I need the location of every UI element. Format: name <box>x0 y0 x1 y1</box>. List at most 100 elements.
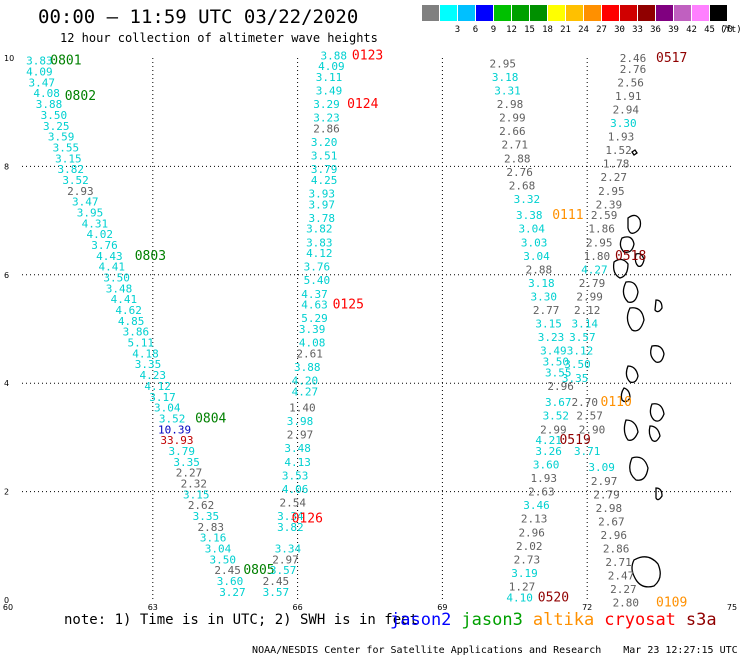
x-tick-label: 63 <box>148 603 158 610</box>
swh-value-label: 4.41 <box>111 293 138 306</box>
y-tick-label: 4 <box>4 379 9 388</box>
swh-value-label: 3.30 <box>531 290 558 303</box>
swh-value-label: 3.35 <box>193 510 220 523</box>
swh-value-label: 2.77 <box>533 304 560 317</box>
swh-value-label: 2.27 <box>600 171 627 184</box>
swh-value-label: 3.15 <box>183 488 210 501</box>
swh-value-label: 2.61 <box>296 347 323 360</box>
swh-value-label: 3.20 <box>311 136 338 149</box>
coastline-maldives <box>612 149 665 588</box>
scale-swatch <box>692 5 709 21</box>
scale-swatch <box>512 5 529 21</box>
swh-value-label: 2.62 <box>188 499 215 512</box>
swh-value-label: 3.83 <box>306 236 333 249</box>
swh-value-label: 2.96 <box>518 526 545 539</box>
atoll-7 <box>654 299 663 313</box>
swh-value-label: 2.98 <box>497 98 524 111</box>
swh-value-label: 3.23 <box>538 331 565 344</box>
swh-value-label: 3.18 <box>528 277 555 290</box>
swh-value-label: 2.32 <box>181 477 208 490</box>
swh-value-label: 2.54 <box>280 496 307 509</box>
legend-cryosat: cryosat <box>604 610 676 630</box>
swh-value-label: 2.98 <box>596 502 623 515</box>
tick-labels: 60 63 66 69 72 75 0 2 4 6 8 10 <box>3 54 737 610</box>
swh-value-label: 3.19 <box>511 567 538 580</box>
swh-value-label: 2.90 <box>579 423 606 436</box>
swh-value-label: 3.88 <box>36 98 63 111</box>
swh-value-label: 2.71 <box>605 556 632 569</box>
swh-value-label: 4.06 <box>282 483 309 496</box>
swh-value-label: 4.25 <box>311 174 338 187</box>
scale-label: 24 <box>578 25 589 35</box>
scale-swatch <box>458 5 475 21</box>
pass-time-label: 0111 <box>552 208 583 223</box>
atoll-14 <box>629 456 649 481</box>
swh-value-label: 4.09 <box>318 60 345 73</box>
y-tick-label: 6 <box>4 271 9 280</box>
swh-value-label: 3.60 <box>217 575 244 588</box>
swh-value-label: 2.68 <box>509 179 536 192</box>
swh-value-label: 3.50 <box>41 109 68 122</box>
swh-value-label: 3.35 <box>562 372 589 385</box>
y-tick-label: 0 <box>4 596 9 605</box>
swh-value-label: 4.08 <box>299 337 326 350</box>
scale-label: 21 <box>560 25 571 35</box>
atoll-4 <box>634 252 645 268</box>
swh-value-label: 3.35 <box>173 456 200 469</box>
swh-value-label: 3.47 <box>72 196 99 209</box>
swh-value-label: 2.45 <box>214 564 241 577</box>
scale-label: 15 <box>524 25 535 35</box>
atoll-6 <box>626 307 645 332</box>
x-tick-label: 72 <box>582 603 592 610</box>
swh-value-label: 3.50 <box>210 553 237 566</box>
swh-value-label: 2.27 <box>176 467 203 480</box>
swh-value-label: 3.27 <box>219 586 246 599</box>
swh-value-label: 4.31 <box>82 217 109 230</box>
swh-value-label: 10.39 <box>158 423 191 436</box>
swh-value-label: 4.13 <box>284 456 311 469</box>
swh-value-label: 3.57 <box>569 331 596 344</box>
swh-value-label: 3.82 <box>57 163 84 176</box>
swh-value-label: 2.66 <box>499 125 526 138</box>
swh-value-label: 2.67 <box>598 515 625 528</box>
swh-value-label: 2.99 <box>576 290 603 303</box>
swh-value-label: 2.86 <box>313 122 340 135</box>
swh-value-label: 3.50 <box>543 356 570 369</box>
atoll-12 <box>623 419 639 441</box>
swh-value-label: 2.95 <box>598 185 625 198</box>
swh-value-label: 2.83 <box>197 521 224 534</box>
atoll-3 <box>612 258 629 279</box>
swh-value-label: 2.13 <box>521 513 548 526</box>
swh-value-label: 2.47 <box>608 570 635 583</box>
swh-value-label: 3.93 <box>308 188 335 201</box>
swh-value-label: 4.41 <box>99 261 126 274</box>
swh-value-label: 3.04 <box>523 250 550 263</box>
swh-value-label: 2.96 <box>547 380 574 393</box>
swh-value-label: 3.59 <box>48 131 75 144</box>
scale-swatch <box>530 5 547 21</box>
pass-time-label: 0124 <box>347 97 378 112</box>
swh-value-label: 4.18 <box>132 347 159 360</box>
map-title: 00:00 – 11:59 UTC 03/22/2020 <box>38 6 359 28</box>
swh-value-label: 3.52 <box>159 412 186 425</box>
swh-value-label: 2.46 <box>620 52 647 65</box>
legend-s3a: s3a <box>685 610 717 630</box>
swh-value-label: 4.85 <box>118 315 145 328</box>
atoll-16 <box>631 556 661 588</box>
swh-value-label: 3.35 <box>135 358 162 371</box>
pass-time-label: 0126 <box>292 512 323 527</box>
swh-value-label: 3.95 <box>77 206 104 219</box>
swh-value-label: 2.02 <box>516 540 543 553</box>
swh-value-label: 3.12 <box>567 345 594 358</box>
scale-label: 9 <box>490 25 497 35</box>
swh-value-label: 3.29 <box>313 98 340 111</box>
swh-value-label: 2.99 <box>540 423 567 436</box>
swh-value-label: 3.17 <box>149 391 176 404</box>
swh-value-label: 3.34 <box>277 510 304 523</box>
y-tick-label: 10 <box>4 54 14 63</box>
swh-value-label: 1.27 <box>509 580 536 593</box>
swh-value-label: 2.95 <box>586 236 613 249</box>
swh-value-label: 3.23 <box>313 112 340 125</box>
swh-value-label: 3.86 <box>123 326 150 339</box>
